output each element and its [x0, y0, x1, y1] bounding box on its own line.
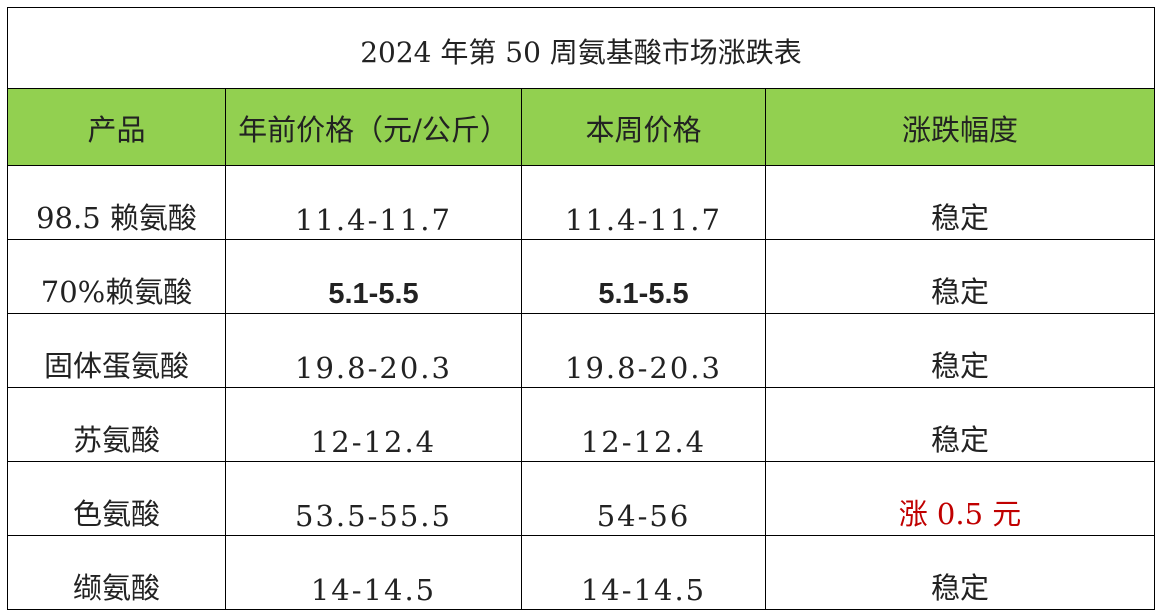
product-cell: 固体蛋氨酸 [7, 313, 226, 388]
change-cell: 涨 0.5 元 [765, 461, 1155, 536]
change-cell: 稳定 [765, 239, 1155, 314]
price-cell: 19.8-20.3 [521, 313, 766, 388]
change-cell: 稳定 [765, 165, 1155, 240]
product-cell: 苏氨酸 [7, 387, 226, 462]
price-cell: 19.8-20.3 [225, 313, 522, 388]
product-cell: 70%赖氨酸 [7, 239, 226, 314]
product-cell: 98.5 赖氨酸 [7, 165, 226, 240]
table-row: 苏氨酸 12-12.4 12-12.4 稳定 [7, 387, 1155, 462]
table-row: 70%赖氨酸 5.1-5.5 5.1-5.5 稳定 [7, 239, 1155, 314]
table-row: 缬氨酸 14-14.5 14-14.5 稳定 [7, 535, 1155, 610]
change-cell: 稳定 [765, 535, 1155, 610]
price-cell: 5.1-5.5 [225, 239, 522, 314]
table-row: 98.5 赖氨酸 11.4-11.7 11.4-11.7 稳定 [7, 165, 1155, 240]
price-cell: 12-12.4 [521, 387, 766, 462]
change-cell: 稳定 [765, 313, 1155, 388]
header-cell: 涨跌幅度 [765, 88, 1155, 166]
header-cell: 本周价格 [521, 88, 766, 166]
header-cell: 年前价格（元/公斤） [225, 88, 522, 166]
product-cell: 色氨酸 [7, 461, 226, 536]
price-cell: 54-56 [521, 461, 766, 536]
table-row: 固体蛋氨酸 19.8-20.3 19.8-20.3 稳定 [7, 313, 1155, 388]
table-title: 2024 年第 50 周氨基酸市场涨跌表 [7, 7, 1155, 89]
header-cell: 产品 [7, 88, 226, 166]
change-cell: 稳定 [765, 387, 1155, 462]
price-cell: 11.4-11.7 [225, 165, 522, 240]
price-cell: 12-12.4 [225, 387, 522, 462]
table-row: 色氨酸 53.5-55.5 54-56 涨 0.5 元 [7, 461, 1155, 536]
product-cell: 缬氨酸 [7, 535, 226, 610]
price-cell: 5.1-5.5 [521, 239, 766, 314]
price-cell: 14-14.5 [521, 535, 766, 610]
price-table: 2024 年第 50 周氨基酸市场涨跌表 产品 年前价格（元/公斤） 本周价格 涨跌幅… [7, 7, 1155, 610]
price-cell: 11.4-11.7 [521, 165, 766, 240]
header-row: 产品 年前价格（元/公斤） 本周价格 涨跌幅度 [7, 88, 1155, 166]
price-cell: 14-14.5 [225, 535, 522, 610]
price-cell: 53.5-55.5 [225, 461, 522, 536]
table-body: 2024 年第 50 周氨基酸市场涨跌表 产品 年前价格（元/公斤） 本周价格 涨跌幅… [7, 7, 1155, 610]
title-row: 2024 年第 50 周氨基酸市场涨跌表 [7, 7, 1155, 89]
